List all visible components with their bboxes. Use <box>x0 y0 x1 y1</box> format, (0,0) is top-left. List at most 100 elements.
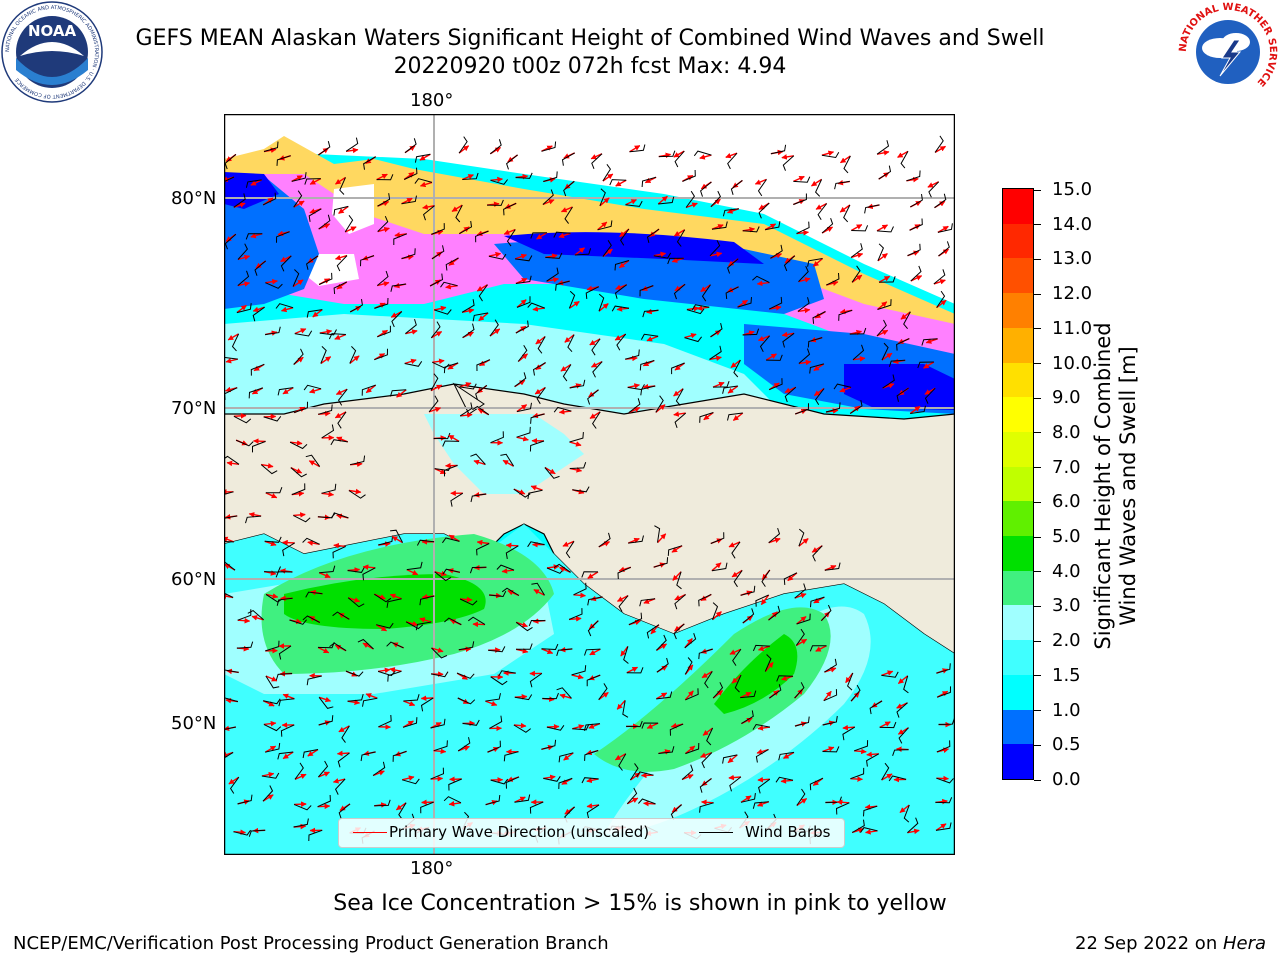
wind-barb <box>261 772 280 779</box>
wind-barb <box>658 196 675 205</box>
wave-direction-arrow <box>338 205 349 214</box>
wave-direction-arrow <box>927 181 940 188</box>
colorbar-tick-label: 0.0 <box>1052 769 1081 790</box>
wave-direction-arrow <box>318 771 330 778</box>
wave-direction-arrow <box>815 202 828 210</box>
wind-barb <box>903 804 910 823</box>
wind-barb <box>386 598 402 608</box>
wind-barb <box>542 189 554 205</box>
wave-direction-arrow <box>389 667 402 673</box>
wind-barb <box>233 829 252 836</box>
wave-direction-arrow <box>671 257 685 263</box>
wind-barb <box>423 205 435 221</box>
wind-barb <box>796 221 810 235</box>
wind-barb <box>752 275 770 284</box>
footer-timestamp: 22 Sep 2022 on Hera <box>1075 933 1266 954</box>
colorbar-cell <box>1003 570 1033 606</box>
wind-barb <box>574 248 592 256</box>
wind-barb <box>265 675 280 689</box>
wave-direction-arrow <box>732 412 744 421</box>
wind-barb <box>488 646 506 653</box>
wind-barb <box>458 641 475 651</box>
wave-direction-arrow <box>589 648 601 656</box>
wind-barb <box>742 328 760 336</box>
wave-direction-arrow <box>646 335 659 342</box>
wind-barb <box>824 658 837 673</box>
colorbar-tick-mark <box>1034 224 1041 226</box>
colorbar-tick-mark <box>1034 571 1041 573</box>
wind-barb <box>405 621 424 630</box>
colorbar-tick-label: 3.0 <box>1052 595 1081 617</box>
wind-barb <box>275 571 293 578</box>
wind-barb <box>722 208 739 217</box>
wind-barb <box>319 565 336 574</box>
wave-direction-arrow <box>781 675 794 681</box>
wind-barb <box>782 332 795 348</box>
wind-barb <box>815 179 823 197</box>
wave-direction-arrow <box>811 178 822 187</box>
wave-direction-arrow <box>655 404 666 413</box>
wave-direction-arrow <box>900 311 911 320</box>
wind-barb <box>378 714 392 728</box>
wind-barb <box>843 155 851 174</box>
wave-direction-arrow <box>462 174 474 181</box>
wind-barb <box>444 617 462 626</box>
wave-direction-arrow <box>420 695 434 702</box>
wind-barb <box>769 684 782 699</box>
wind-barb <box>430 671 449 678</box>
wind-barb <box>245 515 262 524</box>
wind-barb <box>553 406 572 413</box>
wind-barb <box>513 724 532 733</box>
wave-direction-arrow <box>684 690 694 701</box>
wind-barb <box>722 385 738 394</box>
wave-direction-arrow <box>813 387 825 397</box>
colorbar-cell <box>1003 397 1033 432</box>
wind-barb <box>341 725 350 743</box>
wind-barb <box>318 696 334 709</box>
wave-direction-arrow <box>671 545 683 553</box>
wind-barb <box>431 223 445 235</box>
wind-barb <box>798 348 811 364</box>
wind-barb <box>475 385 488 400</box>
wind-barb <box>250 363 265 376</box>
wind-barb <box>224 356 238 360</box>
wave-direction-arrow <box>515 277 528 285</box>
wind-barb <box>768 296 783 310</box>
wind-barb <box>685 688 699 701</box>
wind-barb <box>317 794 331 808</box>
wind-barb <box>793 176 811 183</box>
wind-barb <box>278 698 295 707</box>
wave-direction-arrow <box>530 485 543 491</box>
wave-direction-arrow <box>709 355 722 361</box>
colorbar-tick-label: 4.0 <box>1052 560 1081 582</box>
wave-direction-arrow <box>794 593 807 599</box>
wind-barb <box>233 415 252 424</box>
wave-direction-arrow <box>923 361 935 369</box>
wave-direction-arrow <box>591 360 603 368</box>
wave-direction-arrow <box>933 279 946 285</box>
wave-direction-arrow <box>516 299 527 308</box>
sea-ice-note: Sea Ice Concentration > 15% is shown in … <box>333 891 947 916</box>
wave-direction-arrow <box>757 776 770 783</box>
wind-barb <box>276 231 290 243</box>
wind-barb <box>430 373 439 391</box>
wind-barb <box>937 686 951 698</box>
wave-direction-arrow <box>261 771 275 778</box>
wind-barb <box>530 413 545 424</box>
wind-barb <box>556 648 573 657</box>
wind-barb <box>769 378 783 391</box>
wind-barb <box>224 751 234 759</box>
wind-barb <box>619 228 630 246</box>
wind-barb <box>265 282 283 289</box>
wind-barb <box>252 440 266 453</box>
wind-barb <box>440 281 458 288</box>
wind-barb <box>420 697 434 712</box>
wind-barb <box>878 165 892 180</box>
wave-direction-arrow <box>514 796 526 803</box>
wind-barb <box>263 415 282 422</box>
wind-barb <box>625 349 640 360</box>
wave-direction-arrow <box>881 352 893 361</box>
colorbar-tick-mark <box>1034 467 1041 469</box>
colorbar <box>1002 188 1034 780</box>
wind-barb <box>558 752 574 763</box>
